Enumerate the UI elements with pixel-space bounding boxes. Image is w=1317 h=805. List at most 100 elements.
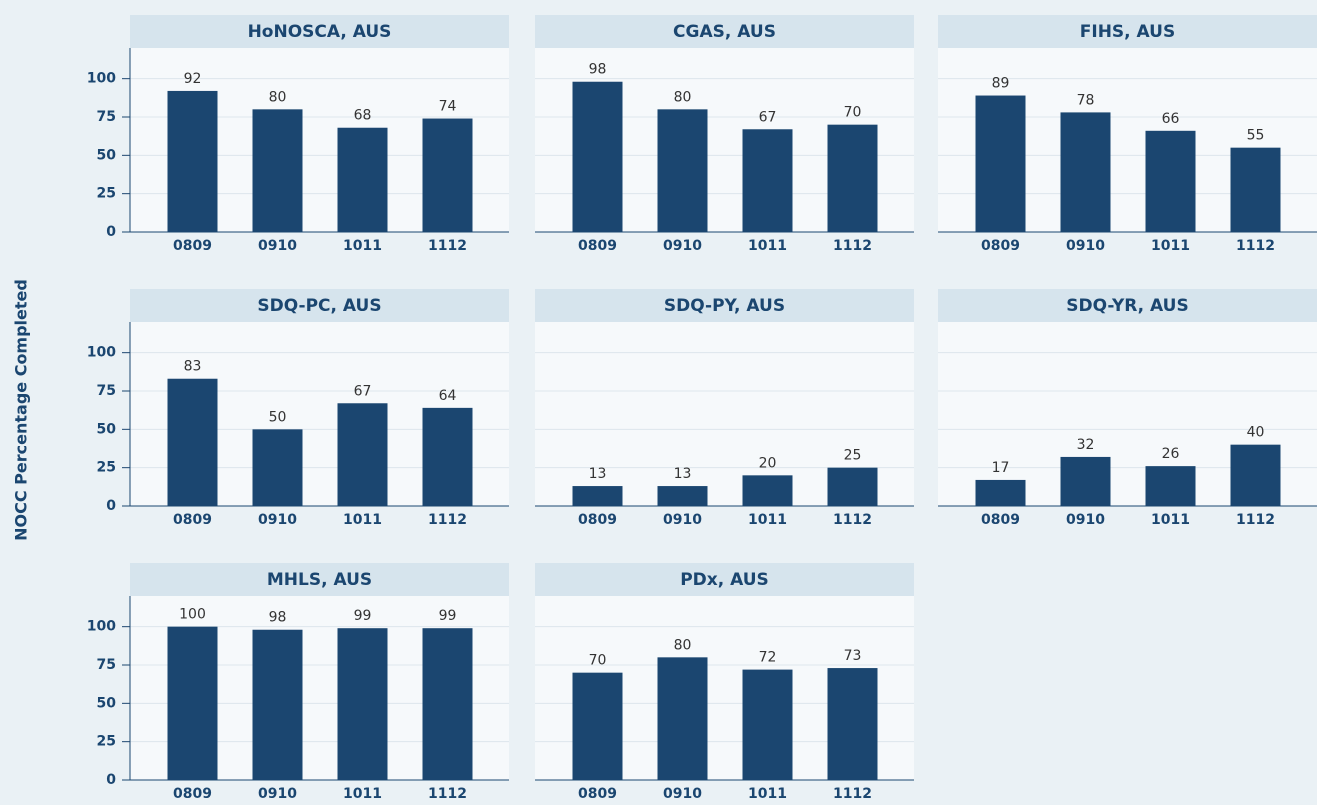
value-label: 25 bbox=[844, 448, 862, 464]
x-tick-label: 1112 bbox=[833, 512, 872, 528]
bar bbox=[252, 629, 303, 780]
panel-header bbox=[130, 289, 509, 322]
value-label: 74 bbox=[439, 99, 457, 115]
value-label: 100 bbox=[179, 607, 206, 623]
bar bbox=[1060, 456, 1111, 506]
x-tick-label: 0910 bbox=[1066, 512, 1105, 528]
panel-header bbox=[535, 289, 914, 322]
bar bbox=[1060, 112, 1111, 232]
bar bbox=[337, 403, 388, 506]
bar bbox=[742, 669, 793, 780]
bar bbox=[337, 127, 388, 232]
bar bbox=[422, 118, 473, 232]
panel-header bbox=[130, 15, 509, 48]
value-label: 67 bbox=[354, 383, 372, 399]
value-label: 89 bbox=[992, 76, 1010, 92]
value-label: 40 bbox=[1247, 425, 1265, 441]
value-label: 68 bbox=[354, 108, 372, 124]
y-tick-label: 75 bbox=[97, 383, 116, 399]
panel-title: FIHS, AUS bbox=[1080, 22, 1175, 42]
bar bbox=[572, 672, 623, 780]
bar bbox=[827, 668, 878, 780]
value-label: 98 bbox=[269, 610, 287, 626]
bar bbox=[572, 486, 623, 506]
x-tick-label: 0809 bbox=[578, 512, 617, 528]
value-label: 66 bbox=[1162, 111, 1180, 127]
bar bbox=[1230, 147, 1281, 232]
panel-header bbox=[535, 563, 914, 596]
bar bbox=[657, 109, 708, 232]
x-tick-label: 0910 bbox=[663, 512, 702, 528]
value-label: 26 bbox=[1162, 446, 1180, 462]
bar bbox=[975, 95, 1026, 233]
bar bbox=[827, 467, 878, 506]
bar bbox=[657, 486, 708, 506]
y-tick-label: 100 bbox=[87, 619, 116, 635]
x-tick-label: 1112 bbox=[1236, 238, 1275, 254]
x-tick-label: 1011 bbox=[748, 786, 787, 802]
x-tick-label: 0809 bbox=[173, 512, 212, 528]
y-tick-label: 0 bbox=[106, 498, 116, 514]
y-tick-label: 0 bbox=[106, 224, 116, 240]
value-label: 17 bbox=[992, 460, 1010, 476]
bar bbox=[167, 626, 218, 780]
value-label: 92 bbox=[184, 71, 202, 87]
bar bbox=[422, 628, 473, 780]
value-label: 80 bbox=[674, 637, 692, 653]
y-tick-label: 50 bbox=[97, 147, 117, 163]
value-label: 13 bbox=[674, 466, 692, 482]
bar bbox=[827, 124, 878, 232]
x-tick-label: 1011 bbox=[748, 512, 787, 528]
panel-header bbox=[130, 563, 509, 596]
panel-header bbox=[535, 15, 914, 48]
x-tick-label: 0910 bbox=[1066, 238, 1105, 254]
value-label: 20 bbox=[759, 455, 777, 471]
x-tick-label: 1112 bbox=[1236, 512, 1275, 528]
x-tick-label: 0809 bbox=[173, 238, 212, 254]
bar bbox=[167, 378, 218, 506]
bar bbox=[422, 407, 473, 506]
x-tick-label: 1011 bbox=[1151, 238, 1190, 254]
bar bbox=[742, 129, 793, 232]
panel-title: SDQ-YR, AUS bbox=[1066, 296, 1188, 316]
y-tick-label: 100 bbox=[87, 345, 116, 361]
panel-title: SDQ-PY, AUS bbox=[664, 296, 785, 316]
y-tick-label: 75 bbox=[97, 109, 116, 125]
x-tick-label: 0809 bbox=[578, 786, 617, 802]
x-tick-label: 1112 bbox=[428, 512, 467, 528]
value-label: 98 bbox=[589, 62, 607, 78]
bar bbox=[252, 429, 303, 506]
x-tick-label: 1112 bbox=[428, 786, 467, 802]
bar bbox=[975, 479, 1026, 506]
panel-header bbox=[938, 15, 1317, 48]
x-tick-label: 1011 bbox=[343, 238, 382, 254]
panel-title: PDx, AUS bbox=[680, 570, 769, 590]
bar bbox=[1145, 466, 1196, 506]
x-tick-label: 0809 bbox=[981, 238, 1020, 254]
panel-title: HoNOSCA, AUS bbox=[248, 22, 392, 42]
value-label: 67 bbox=[759, 109, 777, 125]
y-tick-label: 25 bbox=[97, 186, 116, 202]
x-tick-label: 1011 bbox=[1151, 512, 1190, 528]
bar bbox=[657, 657, 708, 780]
value-label: 80 bbox=[269, 89, 287, 105]
x-tick-label: 0910 bbox=[663, 238, 702, 254]
x-tick-label: 0809 bbox=[578, 238, 617, 254]
x-tick-label: 1112 bbox=[833, 238, 872, 254]
value-label: 13 bbox=[589, 466, 607, 482]
panel-title: CGAS, AUS bbox=[673, 22, 776, 42]
bar bbox=[1230, 444, 1281, 506]
panel-header bbox=[938, 289, 1317, 322]
value-label: 99 bbox=[439, 608, 457, 624]
x-tick-label: 0910 bbox=[258, 786, 297, 802]
y-tick-label: 100 bbox=[87, 71, 116, 87]
y-tick-label: 50 bbox=[97, 421, 117, 437]
value-label: 80 bbox=[674, 89, 692, 105]
bar bbox=[572, 81, 623, 232]
x-tick-label: 1011 bbox=[343, 512, 382, 528]
x-tick-label: 1011 bbox=[748, 238, 787, 254]
y-tick-label: 25 bbox=[97, 734, 116, 750]
x-tick-label: 0809 bbox=[981, 512, 1020, 528]
